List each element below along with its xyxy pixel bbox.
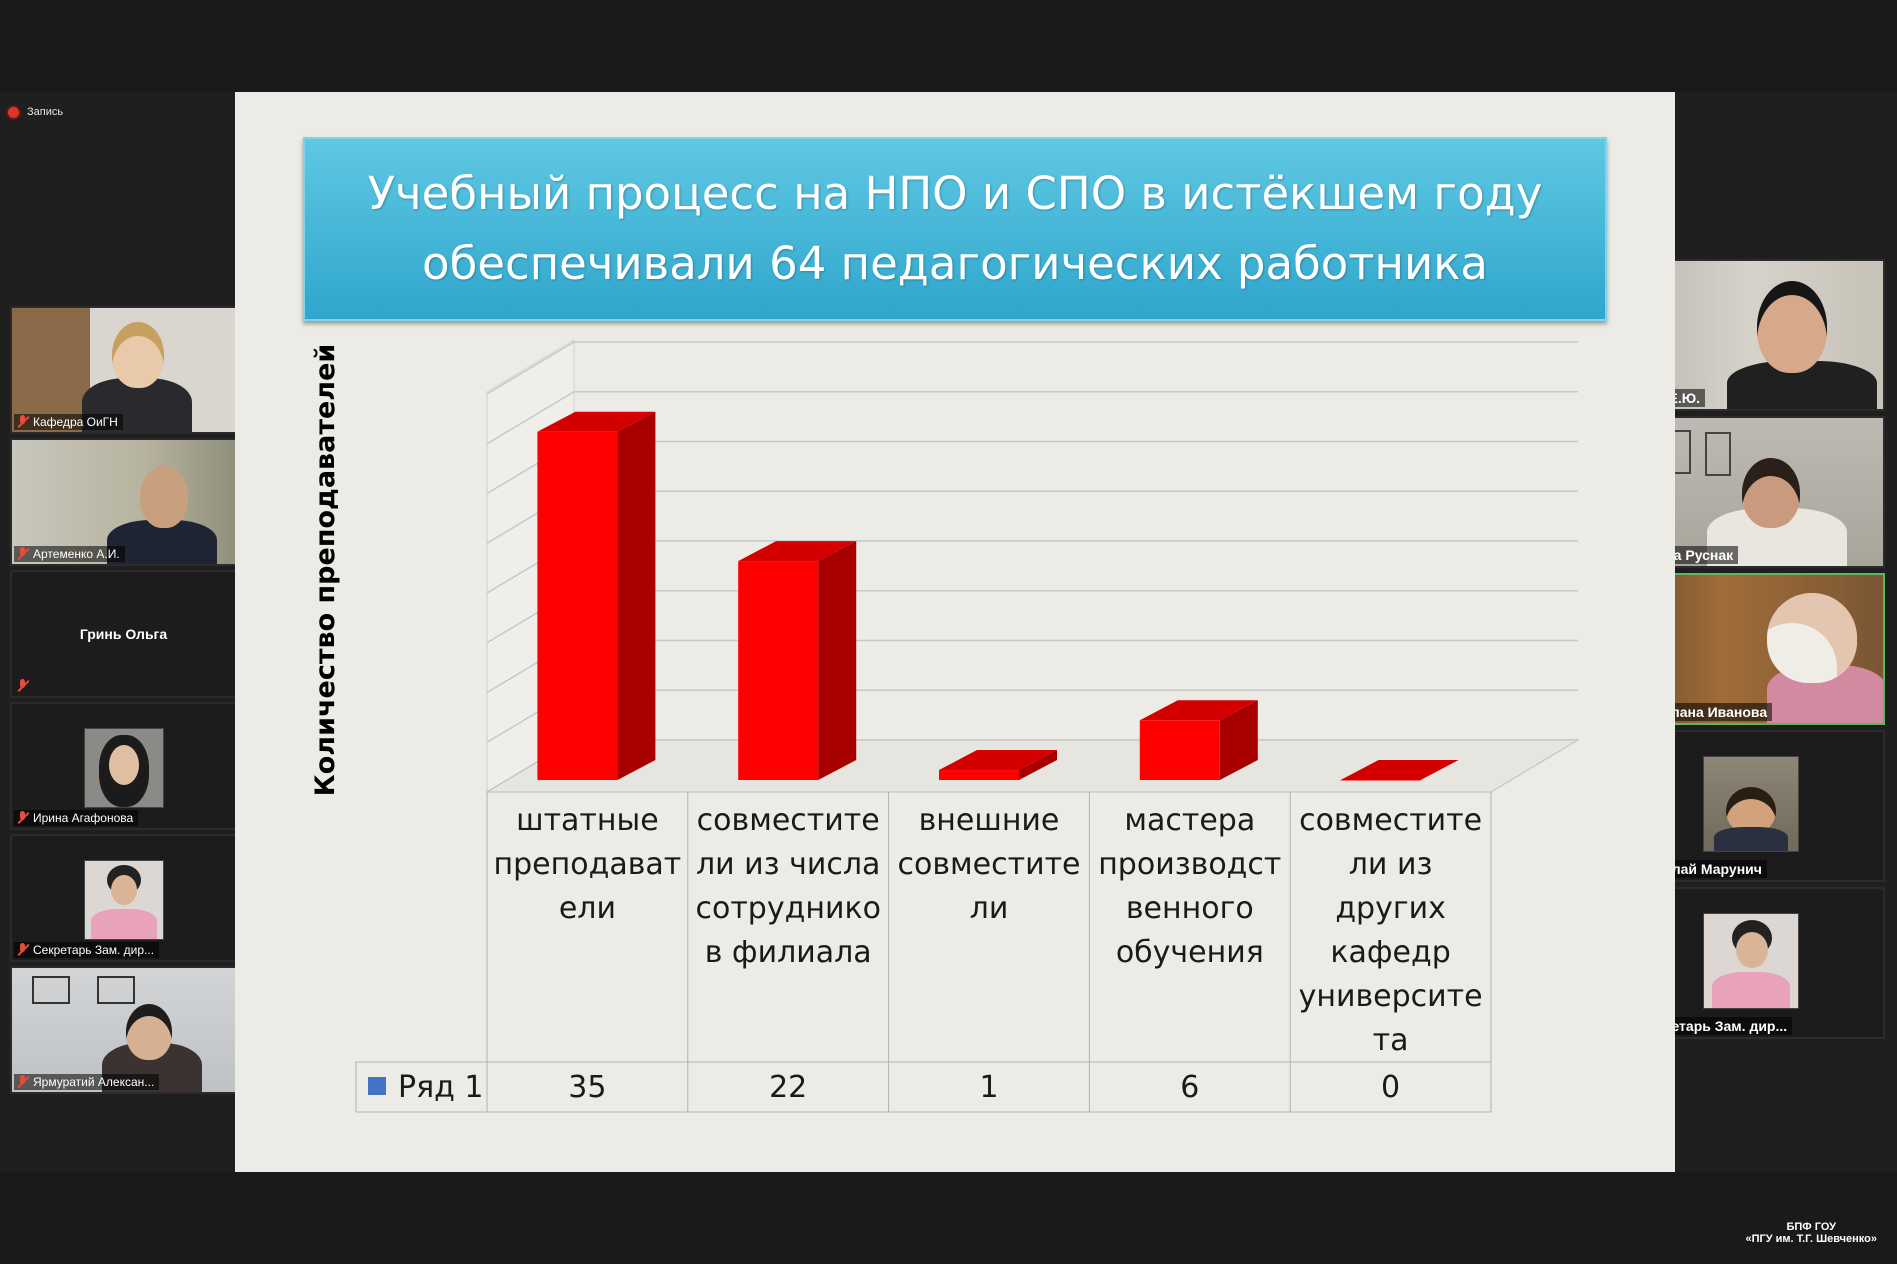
category-label: совместите [897, 847, 1080, 882]
data-label: 0 [1381, 1070, 1400, 1105]
branding-line2: «ПГУ им. Т.Г. Шевченко» [1745, 1233, 1877, 1245]
category-label: кафедр [1330, 935, 1450, 970]
participant-tile[interactable]: Гринь Ольга [10, 570, 237, 698]
participant-tile[interactable]: Кафедра ОиГН [10, 306, 237, 434]
bar-top [939, 750, 1057, 771]
participant-tile[interactable]: Ярмуратий Алексан... [10, 966, 237, 1094]
category-label: та [1373, 1023, 1409, 1058]
category-label: штатные [516, 803, 659, 838]
participant-nameplate: Ирина Агафонова [14, 810, 139, 826]
bar [1340, 780, 1421, 781]
shared-screen-slide: Учебный процесс на НПО и СПО в истёкшем … [235, 92, 1675, 1172]
category-label: производст [1098, 847, 1281, 882]
muted-mic-icon [17, 415, 29, 429]
legend-label: Ряд 1 [398, 1070, 484, 1105]
category-label: венного [1126, 891, 1254, 926]
bar-side [818, 541, 857, 780]
data-label: 1 [979, 1070, 998, 1105]
category-label: ли [970, 891, 1009, 926]
bar-top [1139, 700, 1258, 721]
bar-top [738, 541, 857, 562]
category-label: ли из [1349, 847, 1433, 882]
participant-name: Гринь Ольга [79, 626, 168, 642]
muted-mic-icon [17, 547, 29, 561]
bar-side [1219, 700, 1258, 780]
left-participant-strip: Кафедра ОиГН Артеменко А.И. Гринь Ольга … [10, 306, 237, 1098]
slide-title-banner: Учебный процесс на НПО и СПО в истёкшем … [303, 137, 1607, 321]
bar [738, 561, 819, 780]
legend-swatch [368, 1077, 386, 1095]
avatar [1703, 756, 1799, 852]
avatar [84, 728, 164, 808]
bar-top [1340, 760, 1459, 780]
bar-side [617, 411, 656, 780]
participant-nameplate: Секретарь Зам. дир... [14, 942, 160, 958]
participant-tile[interactable]: Секретарь Зам. дир... [10, 834, 237, 962]
bar-side [1019, 750, 1057, 780]
category-label: совместите [697, 803, 880, 838]
avatar [84, 860, 164, 940]
category-label: сотруднико [695, 891, 880, 926]
muted-mic-icon [17, 811, 29, 825]
branding-line1: БПФ ГОУ [1786, 1221, 1836, 1233]
muted-mic-icon [17, 1075, 29, 1089]
bar [537, 431, 618, 780]
category-label: других [1335, 891, 1446, 926]
avatar [1703, 913, 1799, 1009]
category-label: университе [1299, 979, 1483, 1014]
gridline-side [486, 391, 575, 445]
participant-name: Кафедра ОиГН [33, 415, 118, 429]
category-label: преподават [494, 847, 682, 882]
participant-nameplate [14, 678, 34, 694]
bar [939, 770, 1019, 780]
slide-title-line2: обеспечивали 64 педагогических работника [422, 237, 1488, 290]
participant-tile[interactable]: Ирина Агафонова [10, 702, 237, 830]
participant-name: Ирина Агафонова [33, 811, 134, 825]
participant-video [12, 308, 235, 432]
category-label: в филиала [705, 935, 872, 970]
bar-top [537, 411, 656, 432]
data-label: 6 [1180, 1070, 1199, 1105]
data-label: 22 [769, 1070, 807, 1105]
slide-title: Учебный процесс на НПО и СПО в истёкшем … [325, 159, 1585, 299]
category-label: обучения [1116, 935, 1264, 970]
muted-mic-icon [17, 943, 29, 957]
recording-indicator: Запись [8, 104, 63, 120]
participant-name: Секретарь Зам. дир... [1638, 1018, 1788, 1034]
slide-title-line1: Учебный процесс на НПО и СПО в истёкшем … [367, 167, 1543, 220]
participant-name: Секретарь Зам. дир... [33, 943, 155, 957]
participant-video [12, 440, 235, 564]
category-label: ели [559, 891, 616, 926]
gridline-side [486, 341, 575, 395]
participant-tile[interactable]: Артеменко А.И. [10, 438, 237, 566]
bottom-toolbar-area [0, 1172, 1897, 1264]
category-label: ли из числа [696, 847, 880, 882]
muted-mic-icon [17, 679, 29, 693]
participant-name: Ярмуратий Алексан... [33, 1075, 155, 1089]
branding-watermark: БПФ ГОУ «ПГУ им. Т.Г. Шевченко» [1745, 1221, 1877, 1245]
category-label: внешние [919, 803, 1060, 838]
participant-name: Артеменко А.И. [33, 547, 120, 561]
participant-nameplate: Ярмуратий Алексан... [14, 1074, 160, 1090]
top-toolbar-area [0, 0, 1897, 92]
bar [1139, 720, 1220, 780]
participant-nameplate: Кафедра ОиГН [14, 414, 123, 430]
bar-chart: штатные преподават ели 35 совместите ли из чи… [355, 339, 1580, 1113]
participant-nameplate: Артеменко А.И. [14, 546, 125, 562]
record-dot-icon [8, 106, 19, 118]
category-label: мастера [1124, 803, 1255, 838]
category-label: совместите [1299, 803, 1482, 838]
data-label: 35 [568, 1070, 606, 1105]
recording-label: Запись [27, 106, 64, 118]
